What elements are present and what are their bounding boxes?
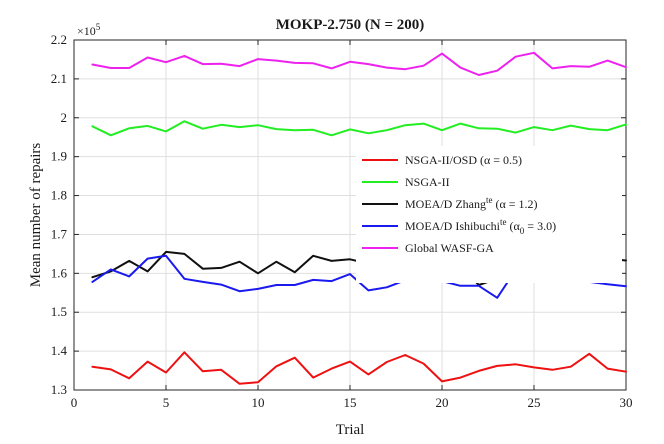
x-tick-label: 20 [436, 395, 449, 410]
series-line-5 [91, 51, 627, 76]
legend-label-main: MOEA/D Zhang [405, 197, 486, 211]
y-tick-label: 1.5 [51, 304, 67, 319]
legend-label-5: Global WASF-GA [405, 241, 494, 255]
legend-label-1: NSGA-II/OSD (α = 0.5) [405, 153, 522, 167]
legend-label-3: MOEA/D Zhangte (α = 1.2) [405, 195, 538, 211]
y-tick-label: 2 [61, 110, 68, 125]
legend-label-4: MOEA/D Ishibuchite (α0 = 3.0) [405, 217, 556, 236]
x-tick-label: 30 [620, 395, 633, 410]
legend: NSGA-II/OSD (α = 0.5) NSGA-II MOEA/D Zhang… [356, 146, 622, 283]
legend-label-part: = 3.0) [524, 219, 556, 233]
x-tick-label: 25 [528, 395, 541, 410]
legend-label-2: NSGA-II [405, 175, 450, 189]
legend-label-superscript: te [486, 195, 493, 205]
legend-label-superscript: te [500, 217, 507, 227]
y-tick-label: 2.1 [51, 71, 67, 86]
y-axis-label: Mean number of repairs [28, 143, 44, 288]
y-tick-label: 1.3 [51, 382, 67, 397]
legend-label-part: (α [507, 219, 521, 233]
y-tick-label: 1.7 [51, 226, 68, 241]
legend-box [356, 146, 622, 283]
y-tick-label: 1.6 [51, 265, 68, 280]
legend-label-main: Global WASF-GA [405, 241, 494, 255]
x-tick-label: 15 [344, 395, 357, 410]
legend-label-subscript: 0 [520, 226, 525, 236]
legend-label-part: (α = 1.2) [493, 197, 538, 211]
legend-label-main: MOEA/D Ishibuchi [405, 219, 501, 233]
legend-label-main: NSGA-II/OSD (α = 0.5) [405, 153, 522, 167]
y-axis-multiplier: ×105 [77, 22, 101, 38]
y-multiplier-base: ×10 [77, 24, 96, 38]
tick-layer: 0 5 10 15 20 25 30 1.3 1.4 1.5 1.6 1.7 1.8 1.9 2 2.1 2.2 [51, 32, 633, 410]
x-tick-label: 5 [163, 395, 170, 410]
chart-title: MOKP-2.750 (N = 200) [276, 17, 425, 33]
series-line-1 [91, 351, 627, 385]
x-tick-label: 10 [252, 395, 265, 410]
y-tick-label: 1.8 [51, 188, 67, 203]
x-tick-label: 0 [71, 395, 78, 410]
y-tick-label: 1.4 [51, 343, 68, 358]
y-tick-label: 1.9 [51, 149, 67, 164]
series-line-2 [91, 120, 627, 137]
y-tick-label: 2.2 [51, 32, 67, 47]
legend-label-main: NSGA-II [405, 175, 450, 189]
x-axis-label: Trial [336, 422, 365, 438]
y-multiplier-exponent: 5 [96, 22, 101, 32]
